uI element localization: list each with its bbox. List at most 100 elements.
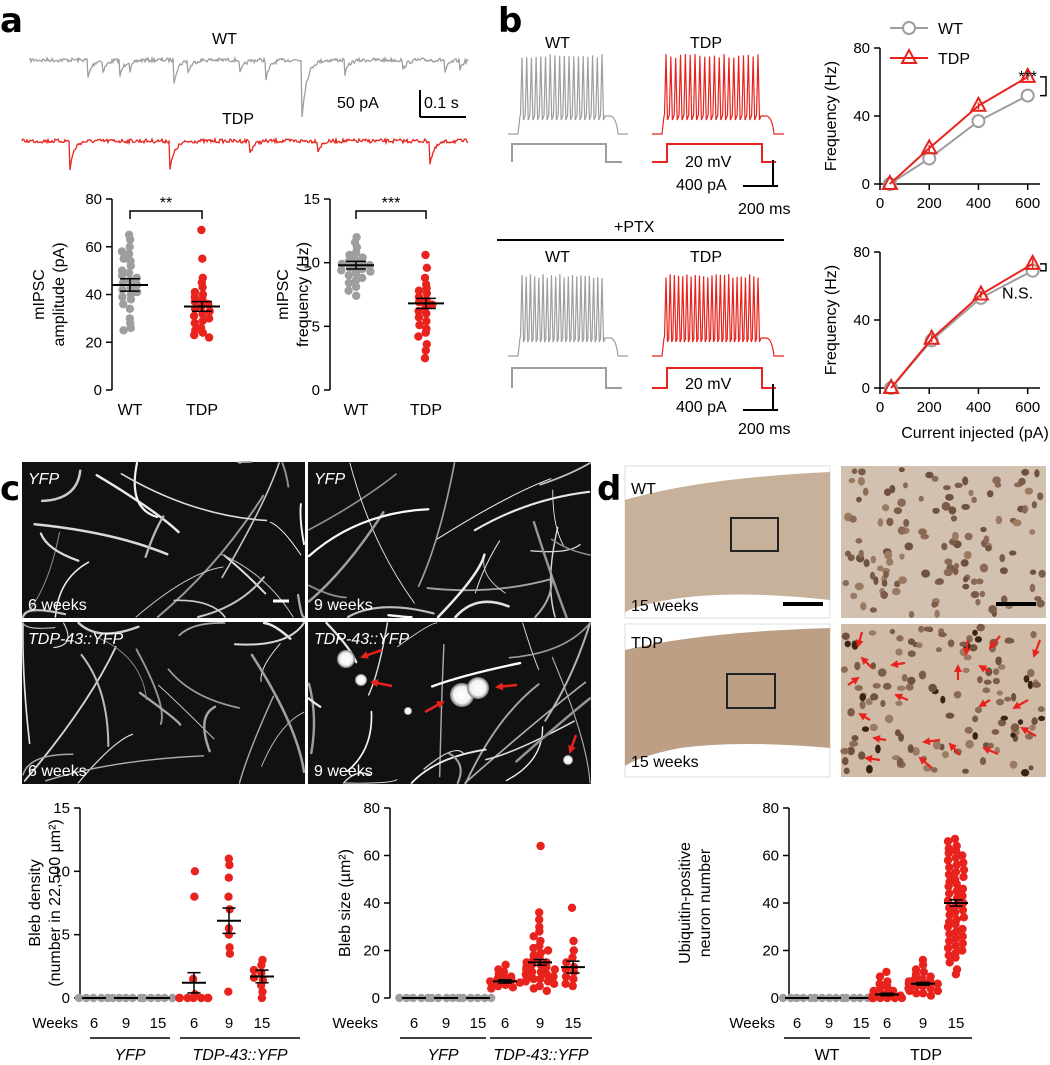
dendrite <box>508 622 591 659</box>
data-point <box>905 986 914 996</box>
weeks-label: Weeks <box>729 1015 775 1032</box>
data-point <box>945 889 954 898</box>
d-time-wt: 15 weeks <box>631 598 699 615</box>
stained-nucleus <box>1017 719 1024 725</box>
marker-tdp <box>881 173 899 190</box>
data-point <box>959 913 969 922</box>
stained-nucleus <box>842 580 849 587</box>
data-point <box>561 979 570 988</box>
data-point <box>944 848 953 858</box>
b-bottom-label-wt: WT <box>545 249 570 266</box>
dendrite <box>197 576 265 618</box>
stained-nucleus <box>932 507 940 514</box>
dendrite <box>135 566 224 618</box>
data-point <box>124 268 134 278</box>
dendrite <box>552 489 565 548</box>
significance-label: N.S. <box>1002 286 1033 303</box>
dendrite <box>99 637 148 701</box>
data-point <box>494 981 503 991</box>
stained-nucleus <box>976 578 984 585</box>
dendrite <box>261 711 305 767</box>
data-point <box>501 960 510 969</box>
data-point <box>951 920 960 929</box>
data-point <box>487 984 496 993</box>
dendrite <box>22 753 74 776</box>
significance-bracket <box>355 210 427 219</box>
data-point <box>344 271 353 280</box>
stained-nucleus <box>935 647 942 653</box>
stained-nucleus <box>983 679 992 685</box>
series-line-wt <box>889 94 1029 185</box>
stained-nucleus <box>903 482 908 489</box>
data-point <box>117 271 127 280</box>
micrograph-tdp-6w <box>22 622 305 784</box>
stained-nucleus <box>1028 765 1034 771</box>
y-tick-label: 0 <box>372 990 380 1007</box>
data-point <box>778 993 788 1003</box>
dendrite <box>410 748 487 784</box>
significance-bracket <box>129 210 203 219</box>
ylabel-line: (number in 22,500 µm²) <box>47 819 64 987</box>
x-week-label: 9 <box>919 1015 927 1032</box>
dendrite <box>77 621 140 635</box>
stained-nucleus <box>883 571 889 578</box>
step-current-ptx-wt <box>511 367 622 389</box>
data-point <box>422 263 432 272</box>
stained-nucleus <box>988 605 997 614</box>
data-point <box>567 903 577 912</box>
stained-nucleus <box>877 668 887 677</box>
dendrite <box>539 462 591 486</box>
data-point <box>351 282 361 292</box>
spike-train-tdp <box>652 54 784 135</box>
chart-fi-curve-bottom: 0 40 80 0 200 400 600 Frequency (Hz) Current inj… <box>823 244 1049 442</box>
dendrite <box>515 697 592 763</box>
stained-nucleus <box>983 535 990 544</box>
dendrite <box>238 695 275 784</box>
spike-train-ptx-tdp <box>652 274 784 357</box>
dendrite <box>173 599 226 618</box>
dendrite <box>325 621 358 664</box>
stained-nucleus <box>954 482 963 488</box>
x-week-label: 15 <box>853 1015 870 1032</box>
stained-nucleus <box>962 583 970 590</box>
stained-nucleus <box>992 668 1000 676</box>
y-tick-label: 15 <box>53 800 70 817</box>
dendrite <box>77 733 134 784</box>
stained-nucleus <box>843 767 850 775</box>
stained-nucleus <box>908 611 915 618</box>
stained-nucleus <box>884 714 894 724</box>
x-week-label: 15 <box>948 1015 965 1032</box>
dendrite <box>550 538 591 556</box>
y-tick-label: 60 <box>363 848 380 865</box>
group-label: TDP-43::YFP <box>493 1047 588 1064</box>
ylabel-line: mIPSC <box>31 269 48 320</box>
stained-nucleus <box>882 682 892 690</box>
stained-nucleus <box>944 558 953 565</box>
legend-label-tdp: TDP <box>938 51 970 68</box>
data-point <box>958 851 967 860</box>
data-point <box>422 309 431 318</box>
data-point <box>175 993 184 1003</box>
data-point <box>952 879 961 889</box>
x-week-label: 6 <box>90 1015 98 1032</box>
group-label: TDP-43::YFP <box>192 1047 287 1064</box>
data-point <box>126 261 135 271</box>
dendrite <box>203 705 217 753</box>
panel-c-micrographs: YFP 6 weeks YFP 9 weeks TDP-43::YFP 6 we… <box>21 461 592 785</box>
stained-nucleus <box>1027 680 1033 690</box>
stained-nucleus <box>854 582 864 591</box>
data-point <box>535 908 544 917</box>
stained-nucleus <box>849 740 859 747</box>
red-arrow <box>988 635 1001 650</box>
data-point <box>958 939 967 948</box>
stained-nucleus <box>896 757 904 766</box>
stained-nucleus <box>986 490 994 498</box>
stained-nucleus <box>921 569 931 578</box>
dendrite <box>484 720 575 761</box>
stained-nucleus <box>894 580 901 588</box>
ylabel-line: Frequency (Hz) <box>823 265 840 375</box>
data-point <box>190 892 199 901</box>
data-point <box>550 965 559 974</box>
marker-tdp <box>882 377 900 394</box>
dendrite <box>21 609 67 619</box>
